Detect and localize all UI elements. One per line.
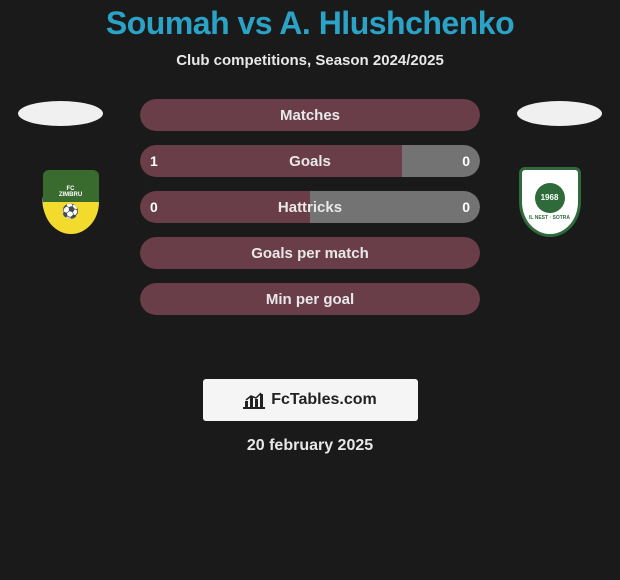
- stat-row: Min per goal: [140, 283, 480, 315]
- branding-badge: FcTables.com: [203, 379, 418, 421]
- player-right-avatar: [517, 101, 602, 126]
- shield-icon: FCZIMBRU ⚽: [43, 170, 99, 234]
- stat-row: Goals1 0: [140, 145, 480, 177]
- stat-row: Goals per match: [140, 237, 480, 269]
- stat-value-right: 0: [462, 145, 470, 177]
- stat-value-right: 0: [462, 191, 470, 223]
- page-title: Soumah vs A. Hlushchenko: [0, 5, 620, 42]
- stat-label: Goals per match: [140, 237, 480, 269]
- branding-text: FcTables.com: [271, 391, 377, 409]
- shield-icon: 1968 IL NEST · SOTRA: [519, 167, 581, 237]
- stat-value-left: 1: [150, 145, 158, 177]
- stat-label: Hattricks: [140, 191, 480, 223]
- date-text: 20 february 2025: [0, 437, 620, 455]
- stat-rows: MatchesGoals10Hattricks00Goals per match…: [140, 99, 480, 315]
- stat-row: Hattricks0 0: [140, 191, 480, 223]
- club-badge-left: FCZIMBRU ⚽: [28, 159, 113, 244]
- stat-value-left: 0: [150, 191, 158, 223]
- stat-label: Goals: [140, 145, 480, 177]
- stat-row: Matches: [140, 99, 480, 131]
- subtitle: Club competitions, Season 2024/2025: [0, 52, 620, 69]
- chart-icon: [243, 391, 265, 409]
- stat-label: Min per goal: [140, 283, 480, 315]
- comparison-area: FCZIMBRU ⚽ 1968 IL NEST · SOTRA Matches G…: [0, 99, 620, 379]
- player-left-avatar: [18, 101, 103, 126]
- stat-label: Matches: [140, 99, 480, 131]
- club-badge-right: 1968 IL NEST · SOTRA: [507, 159, 592, 244]
